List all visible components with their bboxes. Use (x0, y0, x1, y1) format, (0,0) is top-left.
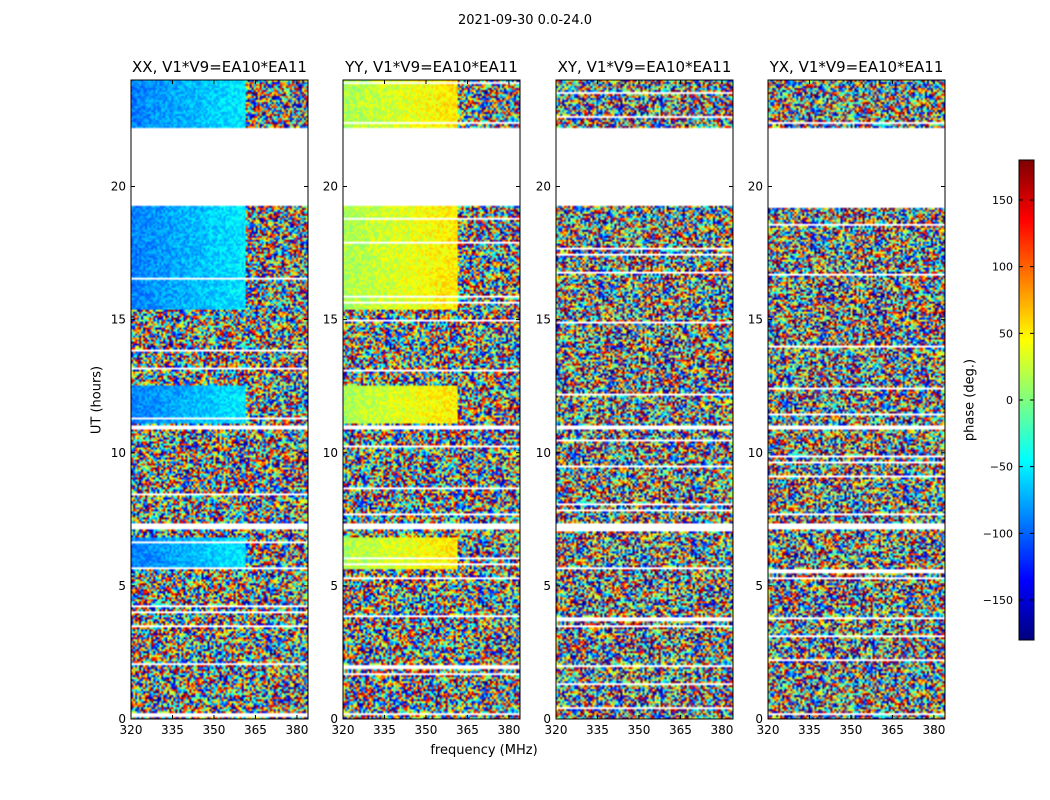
panel-title-xx: XX, V1*V9=EA10*EA11 (132, 58, 307, 76)
x-tick-label: 320 (757, 723, 780, 737)
x-tick-label: 335 (586, 723, 609, 737)
y-tick-label: 5 (755, 579, 763, 593)
x-tick-label: 350 (628, 723, 651, 737)
x-tick-label: 320 (120, 723, 143, 737)
colorbar-tick-label: 100 (992, 261, 1013, 274)
y-tick-label: 10 (111, 446, 126, 460)
y-tick-label: 10 (748, 446, 763, 460)
y-tick-label: 5 (118, 579, 126, 593)
y-tick-label: 20 (111, 180, 126, 194)
axes-frame-xy (555, 79, 734, 720)
colorbar-tick-label: −50 (990, 461, 1013, 474)
y-tick-label: 5 (330, 579, 338, 593)
x-tick-label: 335 (798, 723, 821, 737)
x-tick-label: 350 (840, 723, 863, 737)
x-tick-label: 380 (922, 723, 945, 737)
y-tick-label: 0 (543, 712, 551, 726)
x-tick-label: 350 (415, 723, 438, 737)
x-tick-label: 380 (285, 723, 308, 737)
x-tick-label: 350 (203, 723, 226, 737)
y-tick-label: 20 (536, 180, 551, 194)
x-tick-label: 335 (373, 723, 396, 737)
axes-frame-yx (767, 79, 946, 720)
heatmap-image-yy (343, 80, 520, 719)
colorbar-tick-label: 50 (999, 327, 1013, 340)
panel-title-yy: YY, V1*V9=EA10*EA11 (345, 58, 518, 76)
y-tick-label: 15 (748, 313, 763, 327)
heatmap-image-xx (131, 80, 308, 719)
x-tick-label: 365 (669, 723, 692, 737)
y-tick-label: 15 (111, 313, 126, 327)
x-tick-label: 320 (332, 723, 355, 737)
axes-frame-xx (130, 79, 309, 720)
colorbar-tick-label: −100 (983, 527, 1013, 540)
y-tick-label: 15 (323, 313, 338, 327)
heatmap-image-xy (556, 80, 733, 719)
y-tick-label: 0 (755, 712, 763, 726)
y-tick-label: 0 (118, 712, 126, 726)
colorbar-tick-label: −150 (983, 594, 1013, 607)
heatmap-image-yx (768, 80, 945, 719)
x-tick-label: 380 (497, 723, 520, 737)
panel-title-xy: XY, V1*V9=EA10*EA11 (557, 58, 732, 76)
figure-title: 2021-09-30 0.0-24.0 (458, 13, 592, 28)
x-tick-label: 365 (881, 723, 904, 737)
y-tick-label: 20 (748, 180, 763, 194)
y-tick-label: 10 (536, 446, 551, 460)
panel-title-yx: YX, V1*V9=EA10*EA11 (769, 58, 944, 76)
x-tick-label: 335 (161, 723, 184, 737)
y-tick-label: 0 (330, 712, 338, 726)
x-tick-label: 320 (545, 723, 568, 737)
y-tick-label: 10 (323, 446, 338, 460)
y-tick-label: 15 (536, 313, 551, 327)
axes-frame-yy (342, 79, 521, 720)
colorbar-tick-label: 150 (992, 194, 1013, 207)
x-tick-label: 365 (456, 723, 479, 737)
colorbar-tick-label: 0 (1006, 394, 1013, 407)
y-tick-label: 20 (323, 180, 338, 194)
x-tick-label: 365 (244, 723, 267, 737)
x-axis-label: frequency (MHz) (430, 743, 538, 758)
y-tick-label: 5 (543, 579, 551, 593)
x-tick-label: 380 (710, 723, 733, 737)
